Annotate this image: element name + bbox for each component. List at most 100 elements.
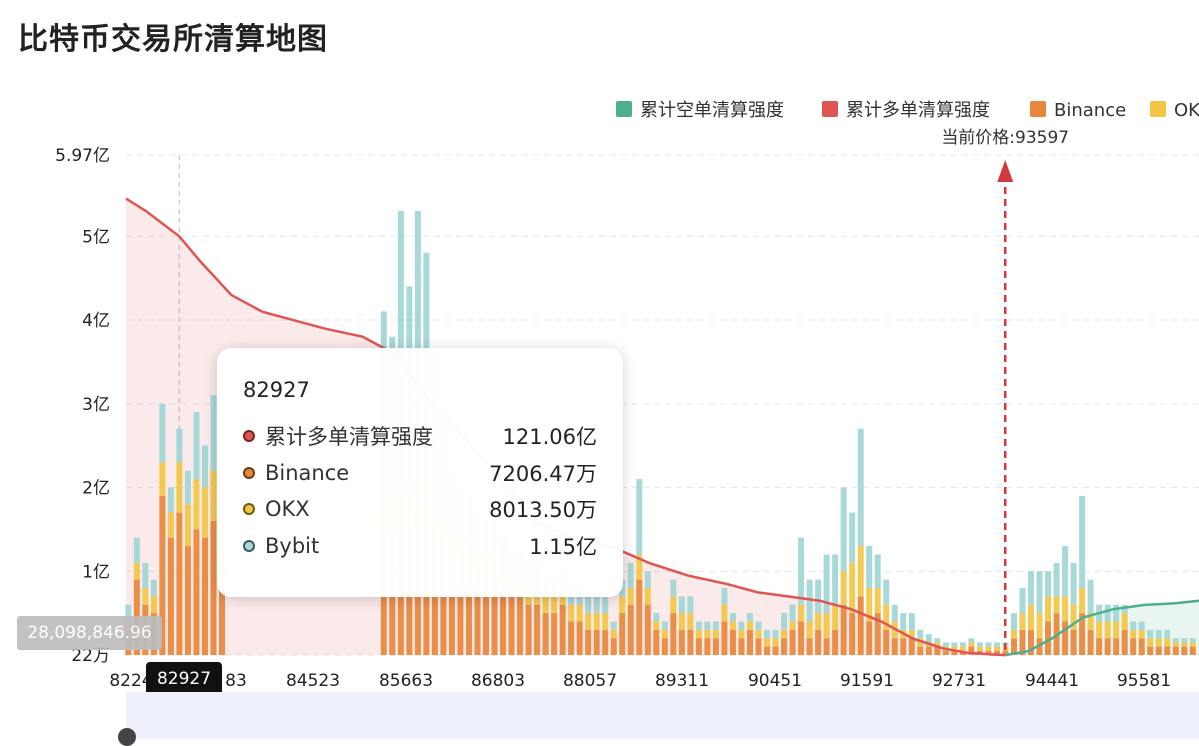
bar-binance — [781, 638, 788, 655]
bar-bybit — [891, 604, 898, 622]
bar-bybit — [125, 604, 132, 622]
bar-binance — [857, 596, 864, 655]
legend-swatch — [1030, 101, 1046, 117]
bar-bybit — [142, 562, 149, 588]
bar-bybit — [738, 621, 745, 630]
bar-okx — [866, 587, 873, 622]
bar-binance — [482, 579, 489, 655]
bar-binance — [764, 646, 771, 655]
bar-bybit — [593, 596, 600, 614]
bar-binance — [1036, 638, 1043, 655]
bar-okx — [687, 613, 694, 630]
bar-okx — [150, 596, 157, 614]
bar-binance — [1002, 650, 1009, 655]
tooltip-value-long: 121.06亿 — [502, 425, 597, 450]
bar-okx — [1087, 613, 1094, 630]
bar-binance — [1010, 638, 1017, 655]
bar-bybit — [644, 571, 651, 588]
bar-binance — [542, 613, 549, 655]
bar-bybit — [133, 537, 140, 563]
slider-handle[interactable] — [118, 728, 136, 746]
bar-okx — [167, 512, 174, 538]
bar-bybit — [729, 613, 736, 622]
bar-bybit — [798, 537, 805, 605]
bar-bybit — [951, 642, 958, 647]
x-tick-label: 86803 — [471, 671, 525, 691]
bar-binance — [806, 638, 813, 655]
bar-bybit — [934, 638, 941, 643]
bar-okx — [729, 621, 736, 630]
tooltip-dot-long — [243, 430, 255, 443]
bar-binance — [593, 629, 600, 655]
bar-binance — [695, 638, 702, 655]
bar-okx — [627, 587, 634, 605]
bar-binance — [874, 613, 881, 655]
bar-binance — [568, 621, 575, 655]
y-tick-label: 5.97亿 — [55, 146, 110, 166]
bar-binance — [1181, 646, 1188, 655]
tooltip-value-okx: 8013.50万 — [489, 498, 597, 523]
x-tick-label: 84523 — [286, 671, 340, 691]
tooltip-row-binance: Binance 7206.47万 — [243, 455, 597, 492]
bar-bybit — [627, 562, 634, 588]
bar-okx — [619, 596, 626, 614]
bar-okx — [883, 604, 890, 630]
bar-bybit — [1045, 571, 1052, 597]
bar-okx — [849, 562, 856, 614]
current-price-arrow — [997, 160, 1014, 182]
bar-binance — [840, 604, 847, 655]
bar-binance — [1019, 629, 1026, 655]
bar-binance — [1155, 646, 1162, 655]
bar-bybit — [1010, 613, 1017, 630]
bar-binance — [721, 621, 728, 655]
bar-okx — [832, 604, 839, 630]
tooltip-row-okx: OKX 8013.50万 — [243, 491, 597, 528]
x-tick-label: 95581 — [1117, 671, 1171, 691]
bar-binance — [1087, 629, 1094, 655]
bar-binance — [167, 537, 174, 655]
bar-bybit — [176, 428, 183, 463]
bar-bybit — [1070, 562, 1077, 605]
bar-bybit — [866, 546, 873, 588]
bar-binance — [474, 571, 481, 655]
bar-okx — [1062, 596, 1069, 622]
bar-okx — [798, 604, 805, 622]
bar-okx — [1104, 621, 1111, 639]
bar-okx — [840, 571, 847, 605]
bar-binance — [908, 638, 915, 655]
y-tick-label: 5亿 — [82, 227, 110, 247]
zoom-slider[interactable] — [126, 692, 1199, 739]
bar-bybit — [959, 642, 966, 647]
bar-binance — [1138, 638, 1145, 655]
bar-bybit — [908, 613, 915, 630]
bar-binance — [798, 621, 805, 655]
bar-okx — [968, 642, 975, 647]
y-tick-label: 1亿 — [82, 562, 110, 582]
bar-binance — [457, 554, 464, 655]
bar-bybit — [832, 554, 839, 605]
bar-bybit — [695, 621, 702, 630]
bar-binance — [678, 629, 685, 655]
bar-bybit — [1062, 546, 1069, 597]
bar-bybit — [201, 445, 208, 488]
y-axis: 22万 1亿 2亿 3亿 4亿 5亿 5.97亿 — [55, 146, 110, 666]
bar-bybit — [917, 629, 924, 639]
bar-bybit — [823, 554, 830, 614]
bar-bybit — [1164, 629, 1171, 639]
bar-okx — [1181, 642, 1188, 647]
tooltip-dot-binance — [243, 466, 255, 479]
bar-okx — [815, 613, 822, 630]
bar-binance — [729, 629, 736, 655]
bar-binance — [201, 537, 208, 655]
bar-okx — [1130, 629, 1137, 639]
bar-binance — [866, 621, 873, 655]
bar-okx — [1155, 638, 1162, 647]
bar-okx — [585, 613, 592, 630]
bar-binance — [746, 629, 753, 655]
legend-label: 累计空单清算强度 — [640, 100, 784, 121]
bar-okx — [993, 646, 1000, 651]
bar-okx — [644, 587, 651, 605]
bar-okx — [755, 629, 762, 639]
bar-okx — [653, 621, 660, 630]
bar-okx — [874, 587, 881, 614]
